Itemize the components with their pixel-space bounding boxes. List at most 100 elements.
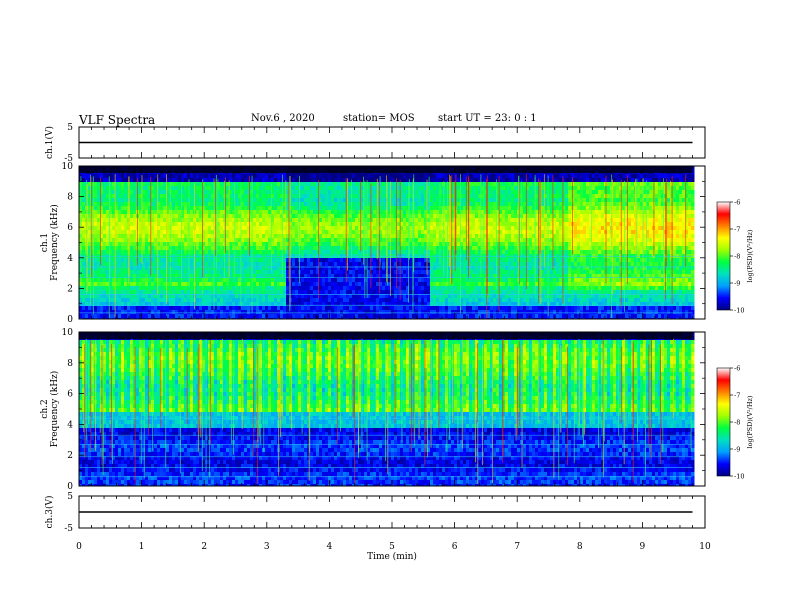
spectrogram-cell [373,250,377,255]
spectrogram-cell [343,246,347,251]
spectrogram-cell [325,198,329,203]
spectrogram-cell [295,194,299,199]
spectrogram-cell [292,290,296,295]
spectrogram-cell [373,286,377,291]
spectrogram-cell [430,286,434,291]
spectrogram-cell [268,234,272,239]
spectrogram-cell [445,258,449,263]
spectrogram-cell [358,190,362,195]
spectrogram-cell [253,274,257,279]
spectrogram-cell [205,278,209,283]
spectrogram-cell [163,250,167,255]
spectrogram-cell [304,258,308,263]
spectrogram-cell [436,206,440,211]
spectrogram-cell [223,310,227,315]
spectrogram-cell [157,186,161,191]
spectrogram-cell [409,174,413,179]
spectrogram-cell [421,206,425,211]
spectrogram-cell [103,282,107,287]
spectrogram-cell [409,310,413,315]
spectrogram-cell [175,222,179,227]
spectrogram-cell [115,198,119,203]
spectrogram-cell [241,202,245,207]
spectrogram-cell [280,306,284,311]
spectrogram-cell [124,238,128,243]
spectrogram-cell [187,314,191,319]
spectrogram-cell [343,306,347,311]
spectrogram-cell [142,190,146,195]
spectrogram-cell [277,178,281,183]
spectrogram-cell [145,222,149,227]
spectrogram-cell [256,194,260,199]
spectrogram-cell [373,174,377,179]
spectrogram-cell [205,194,209,199]
spectrogram-cell [166,282,170,287]
spectrogram-cell [292,246,296,251]
spectrogram-cell [436,222,440,227]
spectrogram-cell [382,218,386,223]
spectrogram-cell [277,286,281,291]
spectrogram-cell [295,258,299,263]
spectrogram-cell [160,242,164,247]
spectrogram-cell [289,286,293,291]
spectrogram-cell [397,298,401,303]
spectrogram-cell [202,198,206,203]
spectrogram-cell [148,202,152,207]
spectrogram-cell [106,202,110,207]
spectrogram-cell [247,230,251,235]
spectrogram-cell [445,282,449,287]
spectrogram-cell [211,218,215,223]
spectrogram-cell [202,222,206,227]
spectrogram-cell [226,186,230,191]
spectrogram-cell [403,210,407,215]
spectrogram-cell [418,202,422,207]
spectrogram-cell [406,206,410,211]
spectrogram-cell [124,282,128,287]
spectrogram-cell [103,202,107,207]
spectrogram-cell [358,306,362,311]
spectrogram-cell [364,286,368,291]
spectrogram-cell [136,274,140,279]
spectrogram-cell [340,194,344,199]
spectrogram-cell [139,270,143,275]
spectrogram-cell [277,186,281,191]
spectrogram-cell [283,210,287,215]
spectrogram-cell [169,178,173,183]
spectrogram-cell [136,314,140,319]
spectrogram-cell [259,314,263,319]
spectrogram-cell [166,178,170,183]
spectrogram-cell [295,242,299,247]
spectrogram-cell [373,230,377,235]
spectrogram-cell [430,218,434,223]
spectrogram-cell [373,282,377,287]
spectrogram-cell [220,242,224,247]
spectrogram-cell [376,282,380,287]
spectrogram-cell [103,294,107,299]
spectrogram-cell [409,178,413,183]
spectrogram-cell [91,182,95,187]
spectrogram-cell [238,218,242,223]
spectrogram-cell [118,214,122,219]
spectrogram-cell [160,238,164,243]
spectrogram-cell [100,314,104,319]
spectrogram-cell [205,250,209,255]
spectrogram-cell [271,230,275,235]
spectrogram-cell [310,290,314,295]
spectrogram-cell [208,178,212,183]
spectrogram-cell [145,306,149,311]
spectrogram-cell [202,242,206,247]
spectrogram-cell [94,314,98,319]
spectrogram-cell [148,230,152,235]
spectrogram-cell [418,190,422,195]
spectrogram-cell [181,298,185,303]
spectrogram-cell [307,242,311,247]
spectrogram-cell [109,286,113,291]
spectrogram-cell [307,218,311,223]
spectrogram-cell [208,286,212,291]
spectrogram-cell [289,246,293,251]
spectrogram-cell [445,222,449,227]
spectrogram-cell [190,286,194,291]
spectrogram-cell [199,218,203,223]
spectrogram-cell [109,258,113,263]
spectrogram-cell [184,238,188,243]
